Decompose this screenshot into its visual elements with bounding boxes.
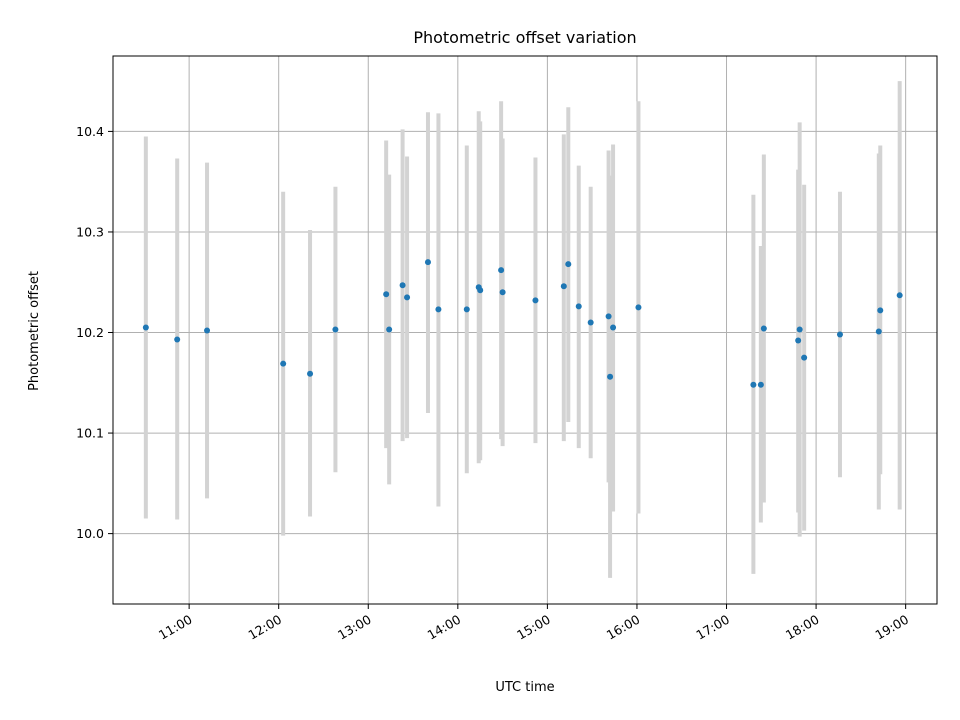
data-point — [875, 328, 882, 335]
data-point — [607, 373, 614, 380]
data-point — [760, 325, 767, 332]
data-point — [532, 297, 539, 304]
y-tick-label: 10.4 — [76, 124, 104, 139]
data-point — [399, 282, 406, 289]
data-point — [424, 259, 431, 266]
x-axis-label: UTC time — [495, 680, 554, 695]
data-point — [836, 331, 843, 338]
data-point — [280, 360, 287, 367]
chart-title: Photometric offset variation — [413, 28, 636, 47]
plot-frame — [112, 55, 938, 605]
data-point — [404, 294, 411, 301]
data-point — [757, 381, 764, 388]
data-point — [383, 291, 390, 298]
data-point — [142, 324, 149, 331]
data-point — [801, 354, 808, 361]
data-point — [463, 306, 470, 313]
data-point — [896, 292, 903, 299]
data-point — [575, 303, 582, 310]
data-point — [610, 324, 617, 331]
data-point — [560, 283, 567, 290]
data-point — [435, 306, 442, 313]
y-axis-ticks: 10.0 10.1 10.2 10.3 10.4 — [76, 124, 113, 541]
y-tick-label: 10.3 — [76, 224, 104, 239]
data-point — [587, 319, 594, 326]
data-point — [565, 261, 572, 268]
data-point — [750, 381, 757, 388]
data-point — [307, 370, 314, 377]
data-point — [796, 326, 803, 333]
y-tick-label: 10.2 — [76, 325, 104, 340]
data-point — [174, 336, 181, 343]
data-point — [477, 287, 484, 294]
data-point — [877, 307, 884, 314]
data-point — [386, 326, 393, 333]
data-point — [635, 304, 642, 311]
data-point — [332, 326, 339, 333]
y-tick-label: 10.0 — [76, 526, 104, 541]
y-axis-label: Photometric offset — [27, 271, 42, 391]
data-point — [498, 267, 505, 274]
data-point — [605, 313, 612, 320]
data-points — [142, 259, 903, 388]
y-tick-label: 10.1 — [76, 426, 104, 441]
data-point — [795, 337, 802, 344]
data-point — [499, 289, 506, 296]
data-point — [204, 327, 211, 334]
